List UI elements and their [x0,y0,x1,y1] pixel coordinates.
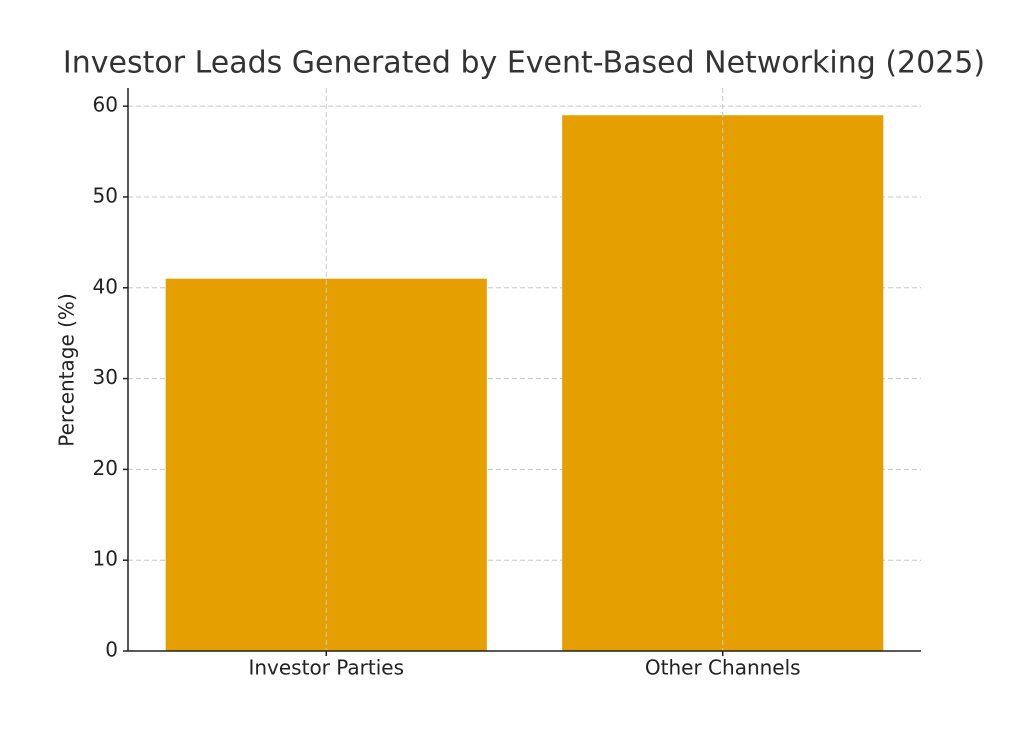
chart-title: Investor Leads Generated by Event-Based … [63,46,985,81]
x-tick-label: Investor Parties [248,656,404,680]
y-tick-label: 0 [105,638,118,662]
y-axis-label: Percentage (%) [55,293,79,446]
y-tick-label: 30 [93,365,118,389]
y-tick-label: 20 [93,456,118,480]
y-tick-label: 10 [93,547,118,571]
y-tick-label: 50 [93,183,118,207]
y-tick-label: 40 [93,274,118,298]
y-tick-label: 60 [93,93,118,117]
x-tick-label: Other Channels [645,656,801,680]
